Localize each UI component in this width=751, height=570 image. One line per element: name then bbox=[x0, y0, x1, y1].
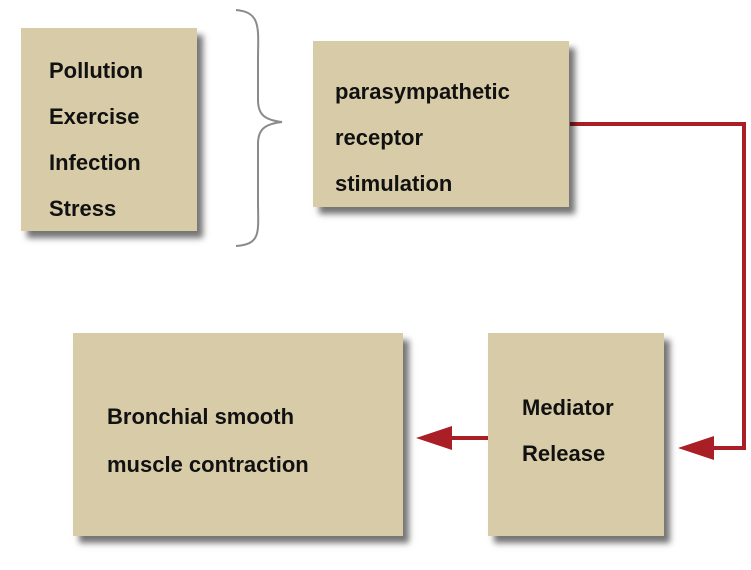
receptor-line-1: parasympathetic bbox=[335, 79, 510, 104]
receptor-line-2: receptor bbox=[335, 125, 424, 150]
trigger-stress: Stress bbox=[49, 196, 117, 221]
grouping-brace bbox=[235, 9, 283, 247]
arrowhead-into-mediator bbox=[678, 436, 714, 460]
arrowhead-into-contraction bbox=[416, 426, 452, 450]
trigger-exercise: Exercise bbox=[49, 104, 140, 129]
mediator-line-1: Mediator bbox=[522, 395, 614, 420]
bronchial-contraction-box: Bronchial smooth muscle contraction bbox=[73, 333, 403, 536]
mediator-release-box: Mediator Release bbox=[488, 333, 664, 536]
contraction-line-1: Bronchial smooth bbox=[107, 404, 295, 429]
receptor-stimulation-box: parasympathetic receptor stimulation bbox=[313, 41, 569, 207]
trigger-pollution: Pollution bbox=[49, 58, 144, 83]
receptor-to-mediator-connector bbox=[570, 122, 746, 450]
mediator-line-2: Release bbox=[522, 441, 606, 466]
trigger-infection: Infection bbox=[49, 150, 141, 175]
contraction-line-2: muscle contraction bbox=[107, 452, 309, 477]
receptor-line-3: stimulation bbox=[335, 171, 453, 196]
triggers-box: Pollution Exercise Infection Stress bbox=[21, 28, 197, 231]
